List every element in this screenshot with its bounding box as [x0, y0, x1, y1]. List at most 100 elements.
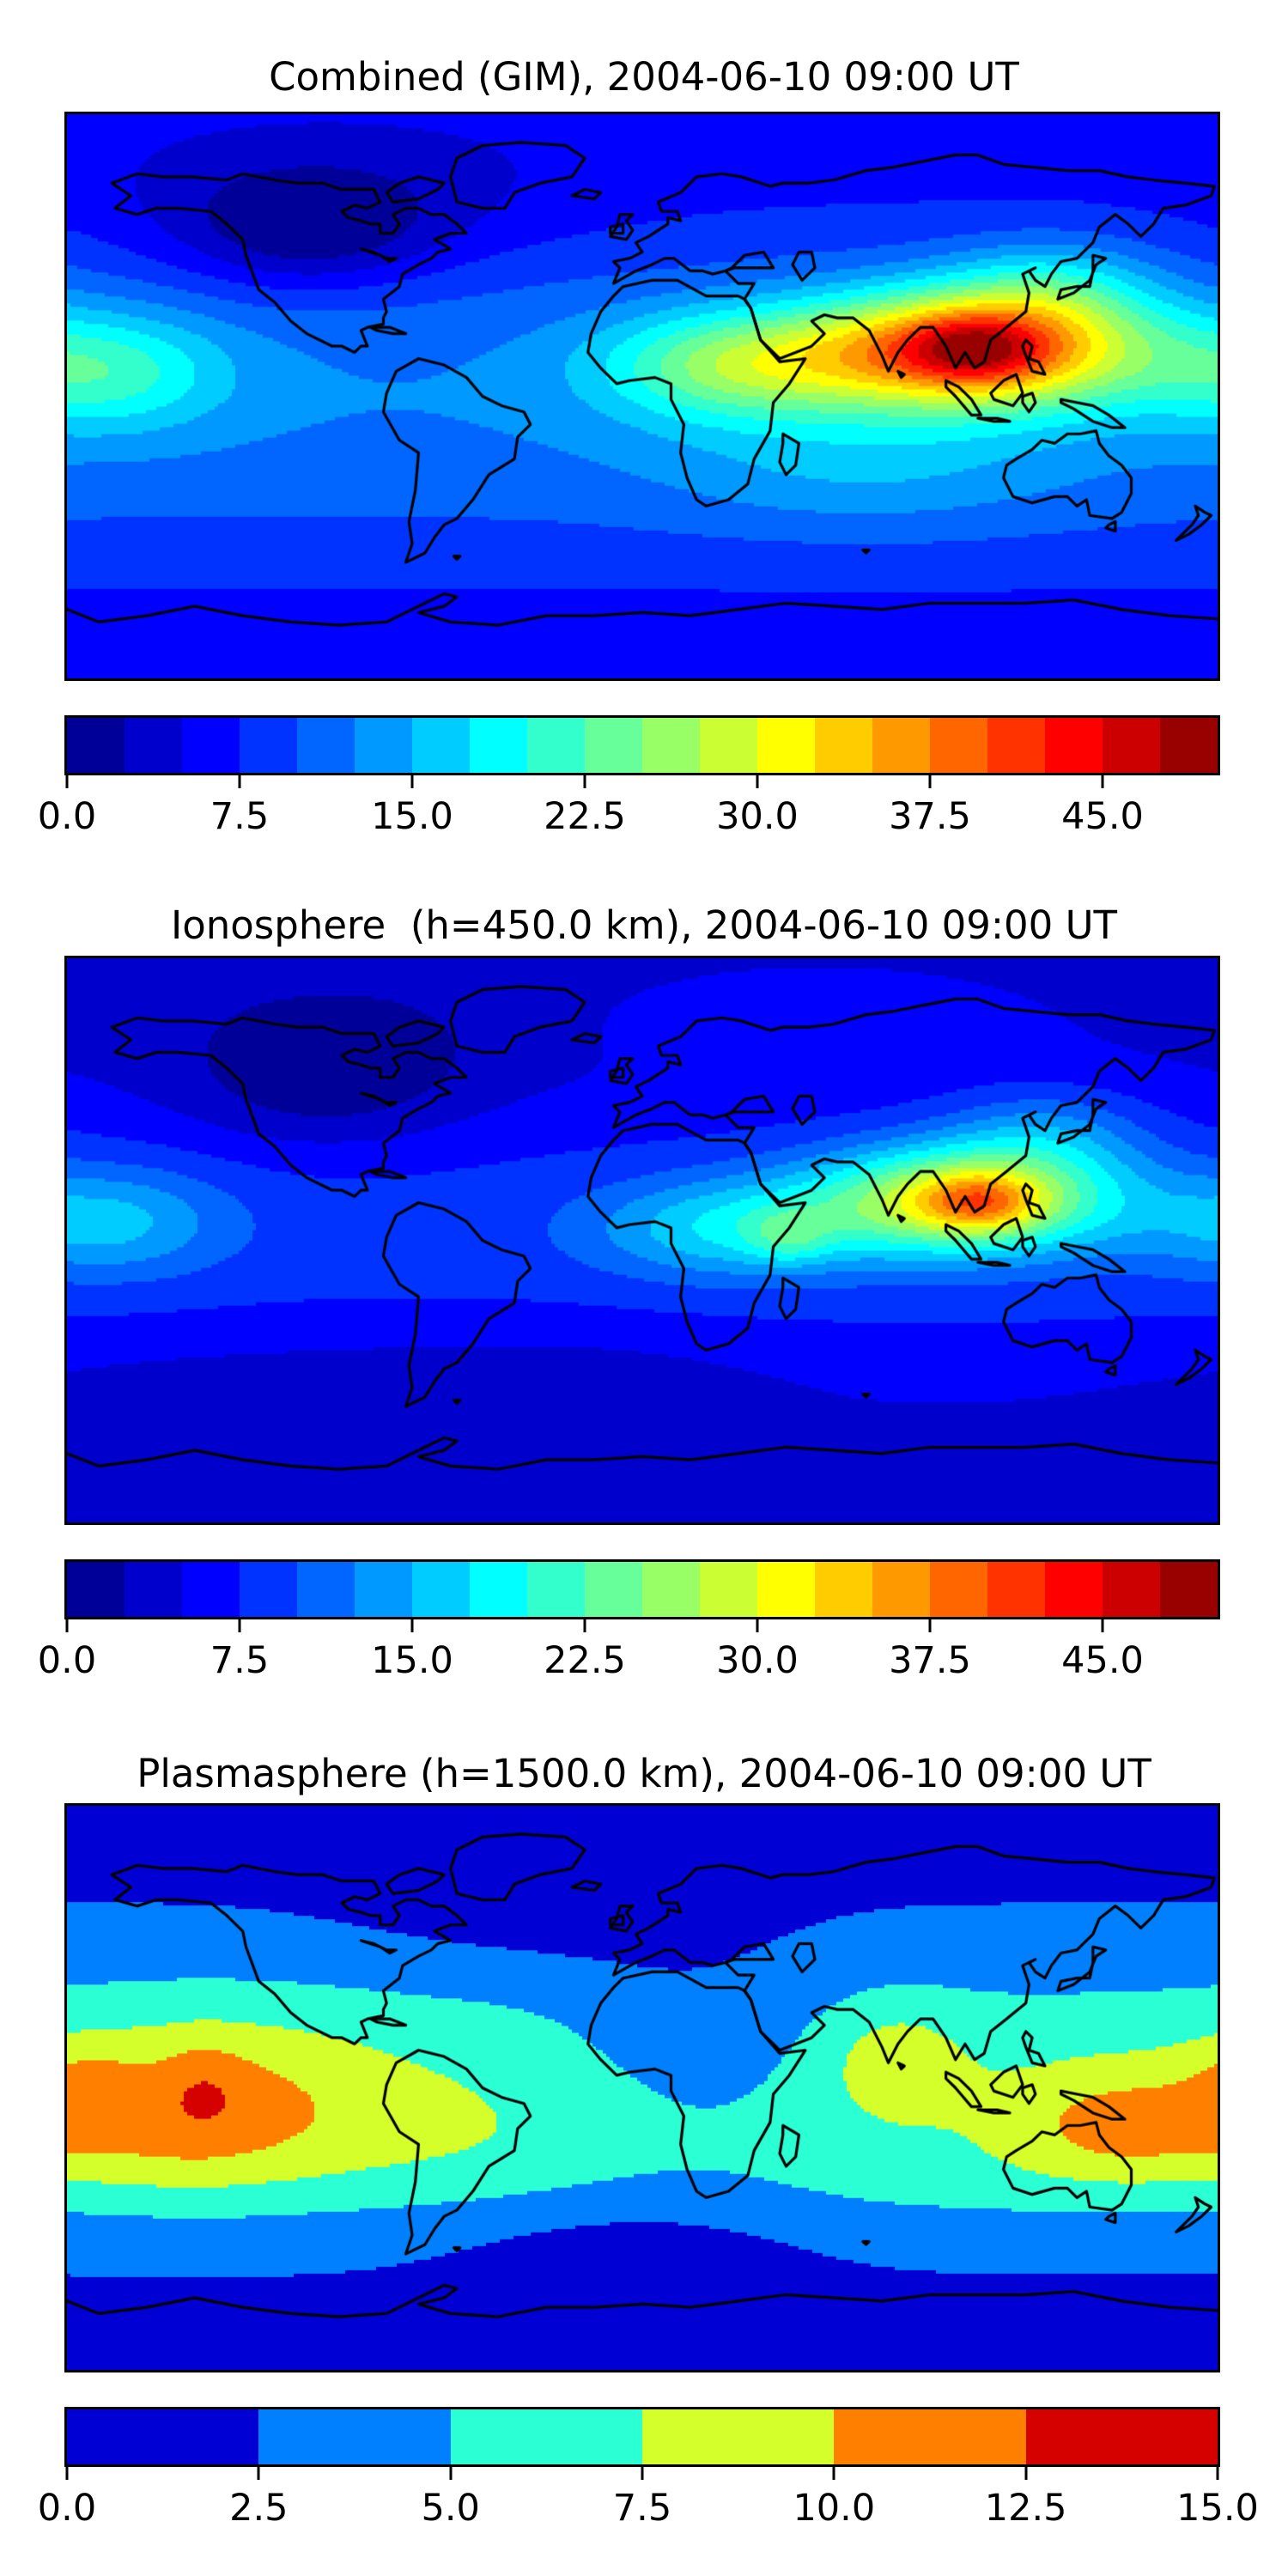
- colorbar-combined: 0.0 7.5 15.0 22.5 30.0 37.5 45.0: [38, 715, 1220, 838]
- colorbar-tick-label: 45.0: [1061, 1639, 1144, 1682]
- colorbar-tick-label: 15.0: [371, 795, 453, 838]
- colorbar-band: [297, 1562, 355, 1617]
- colorbar-tick-mark: [832, 2467, 835, 2480]
- colorbar-tick-label: 30.0: [716, 1639, 799, 1682]
- colorbar-band: [527, 1562, 585, 1617]
- colorbar-tick-mark: [65, 1619, 69, 1632]
- map-canvas-combined: [67, 114, 1218, 678]
- colorbar-band: [641, 2409, 835, 2464]
- colorbar-band: [930, 718, 987, 773]
- colorbar-tick-label: 7.5: [210, 1639, 270, 1682]
- colorbar-band: [125, 718, 182, 773]
- colorbar-tick-mark: [410, 775, 414, 788]
- colorbar-band: [67, 1562, 125, 1617]
- colorbar-tick-mark: [238, 775, 241, 788]
- colorbar-band: [815, 1562, 872, 1617]
- colorbar-tick-mark: [583, 775, 586, 788]
- colorbar-tick-mark: [257, 2467, 260, 2480]
- colorbar-band: [412, 1562, 470, 1617]
- colorbar-tick-label: 22.5: [544, 1639, 626, 1682]
- colorbar-tick-label: 5.0: [421, 2487, 480, 2530]
- colorbar-bands: [67, 1562, 1218, 1617]
- colorbar-tick-mark: [410, 1619, 414, 1632]
- colorbar-ticks: 0.0 7.5 15.0 22.5 30.0 37.5 45.0: [38, 773, 1218, 867]
- colorbar-band: [240, 1562, 297, 1617]
- colorbar-band: [1160, 1562, 1218, 1617]
- colorbar-tick-label: 0.0: [37, 795, 97, 838]
- colorbar-band: [987, 718, 1045, 773]
- colorbar-band: [258, 2409, 451, 2464]
- colorbar-band: [1160, 718, 1218, 773]
- colorbar-band: [355, 1562, 412, 1617]
- colorbar-ticks: 0.0 2.5 5.0 7.5 10.0 12.5 15.0: [38, 2464, 1259, 2559]
- colorbar-tick-label: 10.0: [793, 2487, 876, 2530]
- colorbar-tick-label: 0.0: [37, 2487, 97, 2530]
- colorbar-band: [987, 1562, 1045, 1617]
- colorbar-tick-label: 7.5: [612, 2487, 672, 2530]
- colorbar-tick-mark: [1101, 775, 1104, 788]
- colorbar-band: [1045, 718, 1103, 773]
- colorbar-band: [930, 1562, 987, 1617]
- colorbar-tick-mark: [928, 1619, 932, 1632]
- colorbar-band: [470, 1562, 527, 1617]
- colorbar-band: [470, 718, 527, 773]
- colorbar-tick-mark: [641, 2467, 644, 2480]
- colorbar-tick-mark: [238, 1619, 241, 1632]
- panel-combined-title: Combined (GIM), 2004-06-10 09:00 UT: [269, 54, 1019, 100]
- panel-ionosphere-title: Ionosphere (h=450.0 km), 2004-06-10 09:0…: [170, 902, 1118, 948]
- map-ionosphere: [64, 956, 1220, 1525]
- colorbar-band: [1045, 1562, 1103, 1617]
- colorbar-tick-label: 12.5: [984, 2487, 1067, 2530]
- colorbar-tick-mark: [1101, 1619, 1104, 1632]
- map-plasmasphere: [64, 1803, 1220, 2372]
- colorbar-band: [297, 718, 355, 773]
- colorbar-ionosphere: 0.0 7.5 15.0 22.5 30.0 37.5 45.0: [38, 1559, 1220, 1682]
- colorbar-band: [700, 718, 757, 773]
- map-canvas-plasmasphere: [67, 1806, 1218, 2370]
- colorbar-tick-mark: [1024, 2467, 1028, 2480]
- colorbar-tick-label: 37.5: [889, 795, 971, 838]
- colorbar-band: [1025, 2409, 1218, 2464]
- colorbar-bands: [67, 718, 1218, 773]
- colorbar-band: [757, 1562, 815, 1617]
- colorbar-band: [642, 718, 700, 773]
- colorbar-band: [757, 718, 815, 773]
- colorbar-band: [700, 1562, 757, 1617]
- colorbar-bands: [67, 2409, 1218, 2464]
- colorbar-tick-label: 0.0: [37, 1639, 97, 1682]
- colorbar-band: [815, 718, 872, 773]
- colorbar-band: [834, 2409, 1026, 2464]
- colorbar-band: [585, 1562, 642, 1617]
- map-canvas-ionosphere: [67, 958, 1218, 1522]
- map-combined: [64, 112, 1220, 681]
- colorbar-band: [527, 718, 585, 773]
- colorbar-tick-label: 37.5: [889, 1639, 971, 1682]
- colorbar-tick-label: 15.0: [371, 1639, 453, 1682]
- colorbar-tick-mark: [1216, 2467, 1219, 2480]
- colorbar-band: [450, 2409, 642, 2464]
- colorbar-band: [1103, 1562, 1160, 1617]
- colorbar-tick-mark: [756, 775, 759, 788]
- colorbar-tick-label: 2.5: [229, 2487, 289, 2530]
- colorbar-tick-label: 45.0: [1061, 795, 1144, 838]
- colorbar-band: [585, 718, 642, 773]
- colorbar-band: [182, 718, 240, 773]
- panel-plasmasphere-title: Plasmasphere (h=1500.0 km), 2004-06-10 0…: [137, 1751, 1151, 1796]
- colorbar-tick-label: 15.0: [1176, 2487, 1259, 2530]
- colorbar-band: [872, 1562, 930, 1617]
- colorbar-band: [240, 718, 297, 773]
- colorbar-ticks: 0.0 7.5 15.0 22.5 30.0 37.5 45.0: [38, 1617, 1218, 1711]
- colorbar-band: [872, 718, 930, 773]
- colorbar-band: [642, 1562, 700, 1617]
- colorbar-band: [355, 718, 412, 773]
- colorbar-band: [67, 2409, 259, 2464]
- colorbar-tick-mark: [65, 775, 69, 788]
- colorbar-band: [412, 718, 470, 773]
- colorbar-tick-label: 22.5: [544, 795, 626, 838]
- colorbar-tick-label: 30.0: [716, 795, 799, 838]
- colorbar-tick-mark: [928, 775, 932, 788]
- colorbar-tick-label: 7.5: [210, 795, 270, 838]
- colorbar-band: [125, 1562, 182, 1617]
- colorbar-band: [182, 1562, 240, 1617]
